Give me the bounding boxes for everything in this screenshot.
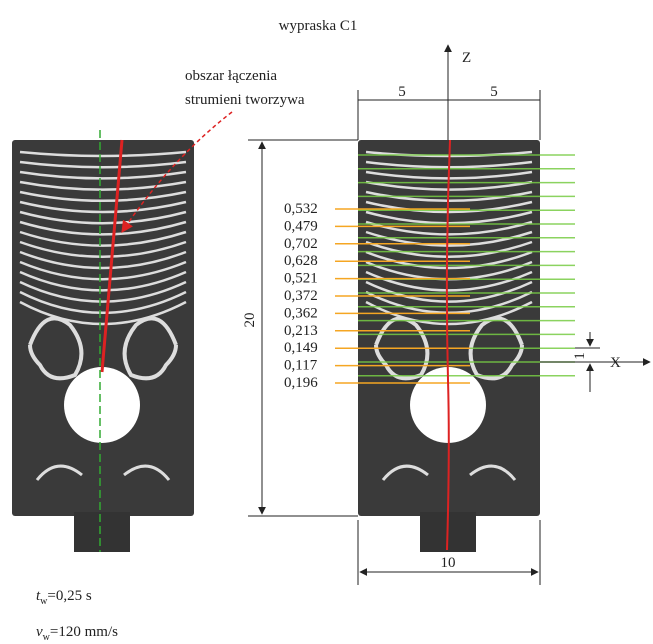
measurement-label: 0,362: [284, 305, 318, 321]
measurement-label: 0,117: [284, 358, 318, 374]
title: wypraska C1: [279, 18, 358, 34]
axis-label: Z: [462, 50, 471, 66]
measurement-label: 0,372: [284, 288, 318, 304]
value: =0,25 s: [47, 588, 91, 604]
condition: vw=120 mm/s: [36, 624, 118, 643]
measurement-label: 0,702: [284, 236, 318, 252]
measurement-label: 0,213: [284, 323, 318, 339]
specimen-tab: [74, 512, 130, 552]
dim-label: 5: [398, 84, 406, 100]
annotation: obszar łączenia: [185, 68, 277, 84]
dim-label: 10: [441, 555, 456, 571]
dim-label: 1: [572, 352, 588, 360]
measurement-label: 0,149: [284, 340, 318, 356]
dim-label: 20: [242, 313, 258, 328]
value: =120 mm/s: [50, 624, 118, 640]
figure: wypraska C1 obszar łączenia strumieni tw…: [0, 0, 653, 644]
axis-label: X: [610, 355, 621, 371]
measurement-label: 0,628: [284, 253, 318, 269]
measurement-label: 0,479: [284, 218, 318, 234]
annotation: strumieni tworzywa: [185, 92, 305, 108]
measurement-label: 0,521: [284, 271, 318, 287]
measurement-label: 0,196: [284, 375, 318, 391]
hole: [64, 367, 140, 443]
condition: tw=0,25 s: [36, 588, 92, 607]
dim-label: 5: [490, 84, 498, 100]
measurement-label: 0,532: [284, 201, 318, 217]
